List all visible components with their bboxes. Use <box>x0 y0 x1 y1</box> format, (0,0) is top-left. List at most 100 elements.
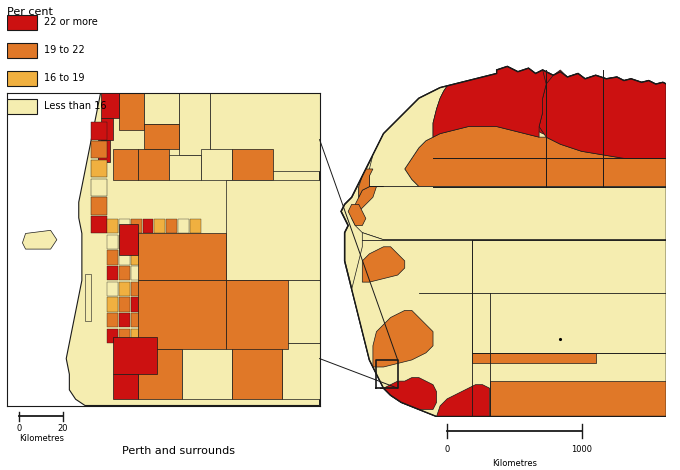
Polygon shape <box>167 235 177 249</box>
Polygon shape <box>362 247 405 282</box>
Polygon shape <box>154 266 165 281</box>
Polygon shape <box>119 313 130 327</box>
Polygon shape <box>282 343 320 399</box>
Polygon shape <box>143 313 154 327</box>
Polygon shape <box>190 297 201 312</box>
Polygon shape <box>138 234 226 281</box>
Polygon shape <box>119 329 130 343</box>
Polygon shape <box>226 180 320 281</box>
Polygon shape <box>380 377 437 409</box>
Polygon shape <box>97 140 110 162</box>
Polygon shape <box>119 235 130 249</box>
Polygon shape <box>143 297 154 312</box>
Polygon shape <box>179 93 210 155</box>
Polygon shape <box>178 297 189 312</box>
Text: Less than 16: Less than 16 <box>44 101 107 111</box>
Polygon shape <box>536 70 666 155</box>
Polygon shape <box>107 313 118 327</box>
Text: 0: 0 <box>17 424 22 433</box>
Polygon shape <box>472 353 596 363</box>
Text: Perth and surrounds: Perth and surrounds <box>122 446 235 456</box>
Polygon shape <box>154 297 165 312</box>
Polygon shape <box>131 297 141 312</box>
Polygon shape <box>131 313 141 327</box>
Polygon shape <box>120 224 138 255</box>
Polygon shape <box>201 149 232 180</box>
Text: 19 to 22: 19 to 22 <box>44 46 85 55</box>
Polygon shape <box>154 235 165 249</box>
Polygon shape <box>369 86 447 187</box>
Polygon shape <box>348 204 366 226</box>
Polygon shape <box>131 251 141 265</box>
Polygon shape <box>167 266 177 281</box>
Polygon shape <box>119 219 130 234</box>
Polygon shape <box>143 282 154 296</box>
Polygon shape <box>138 149 169 180</box>
Polygon shape <box>91 141 107 158</box>
Polygon shape <box>178 235 189 249</box>
Polygon shape <box>113 149 138 180</box>
Polygon shape <box>190 266 201 281</box>
Polygon shape <box>91 216 107 234</box>
Polygon shape <box>107 282 118 296</box>
Polygon shape <box>101 93 120 118</box>
Polygon shape <box>107 329 118 343</box>
Polygon shape <box>107 297 118 312</box>
Polygon shape <box>178 282 189 296</box>
Polygon shape <box>178 313 189 327</box>
Polygon shape <box>190 329 201 343</box>
Text: 22 or more: 22 or more <box>44 17 98 27</box>
Polygon shape <box>91 122 107 140</box>
Polygon shape <box>119 282 130 296</box>
Text: Kilometres: Kilometres <box>19 434 64 443</box>
Polygon shape <box>190 235 201 249</box>
Bar <box>7 70 37 86</box>
Polygon shape <box>433 66 546 137</box>
Polygon shape <box>119 297 130 312</box>
Polygon shape <box>190 282 201 296</box>
Polygon shape <box>167 297 177 312</box>
Polygon shape <box>355 187 377 212</box>
Polygon shape <box>107 219 118 234</box>
Polygon shape <box>472 240 666 353</box>
Text: 0: 0 <box>445 445 449 454</box>
Polygon shape <box>143 329 154 343</box>
Polygon shape <box>182 343 232 399</box>
Polygon shape <box>143 219 154 234</box>
Polygon shape <box>143 235 154 249</box>
Polygon shape <box>210 93 320 171</box>
Polygon shape <box>154 329 165 343</box>
Polygon shape <box>119 251 130 265</box>
Polygon shape <box>144 124 179 149</box>
Bar <box>7 99 37 114</box>
Polygon shape <box>143 266 154 281</box>
Polygon shape <box>131 235 141 249</box>
Polygon shape <box>341 66 666 416</box>
Polygon shape <box>178 219 189 234</box>
Polygon shape <box>226 281 288 349</box>
Polygon shape <box>143 251 154 265</box>
Polygon shape <box>359 169 384 197</box>
Text: Kilometres: Kilometres <box>492 459 537 468</box>
Polygon shape <box>91 179 107 196</box>
Polygon shape <box>437 384 490 416</box>
Polygon shape <box>352 233 666 416</box>
Polygon shape <box>190 251 201 265</box>
Polygon shape <box>352 187 666 240</box>
Polygon shape <box>107 266 118 281</box>
Polygon shape <box>190 313 201 327</box>
Polygon shape <box>190 219 201 234</box>
Polygon shape <box>131 219 141 234</box>
Bar <box>7 43 37 58</box>
Text: Per cent: Per cent <box>7 7 52 17</box>
Polygon shape <box>405 126 666 187</box>
Polygon shape <box>101 118 113 140</box>
Polygon shape <box>138 349 182 399</box>
Polygon shape <box>120 93 144 130</box>
Polygon shape <box>178 266 189 281</box>
Polygon shape <box>138 281 226 349</box>
Polygon shape <box>167 251 177 265</box>
Polygon shape <box>167 313 177 327</box>
Polygon shape <box>154 219 165 234</box>
Polygon shape <box>178 251 189 265</box>
